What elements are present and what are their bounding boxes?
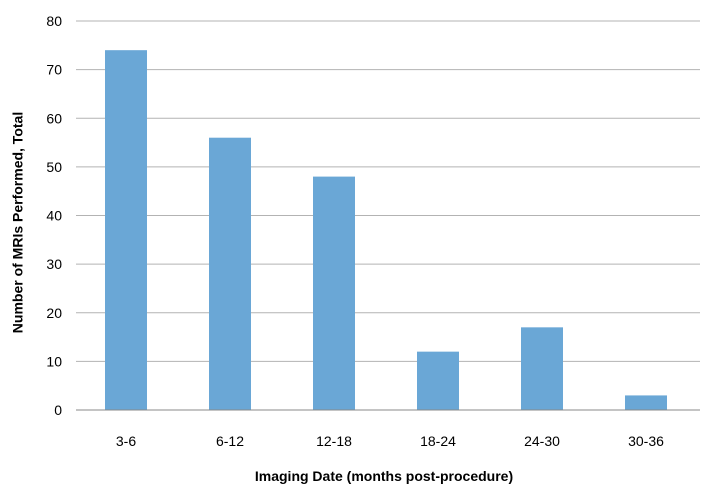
x-tick-labels: 3-6 6-12 12-18 18-24 24-30 30-36 <box>116 433 664 449</box>
y-tick-label: 0 <box>54 402 62 418</box>
y-tick-label: 80 <box>46 13 62 29</box>
y-tick-label: 30 <box>46 256 62 272</box>
x-tick-label: 6-12 <box>216 433 244 449</box>
gridlines <box>76 20 700 362</box>
y-tick-label: 50 <box>46 159 62 175</box>
y-tick-label: 40 <box>46 208 62 224</box>
bars <box>105 50 667 411</box>
y-tick-label: 20 <box>46 305 62 321</box>
x-tick-label: 3-6 <box>116 433 136 449</box>
x-tick-label: 12-18 <box>316 433 352 449</box>
y-tick-labels: 0 10 20 30 40 50 60 70 80 <box>46 13 62 418</box>
x-tick-label: 30-36 <box>628 433 664 449</box>
bar-3-6 <box>105 50 147 411</box>
x-axis-title: Imaging Date (months post-procedure) <box>255 468 513 484</box>
x-tick-label: 24-30 <box>524 433 560 449</box>
bar-30-36 <box>625 395 667 410</box>
bar-6-12 <box>209 137 251 410</box>
x-tick-label: 18-24 <box>420 433 456 449</box>
y-axis-title: Number of MRIs Performed, Total <box>10 112 26 333</box>
bar-18-24 <box>417 351 459 410</box>
y-tick-label: 60 <box>46 110 62 126</box>
bar-12-18 <box>313 176 355 410</box>
y-tick-label: 10 <box>46 353 62 369</box>
bar-24-30 <box>521 327 563 410</box>
y-tick-label: 70 <box>46 62 62 78</box>
